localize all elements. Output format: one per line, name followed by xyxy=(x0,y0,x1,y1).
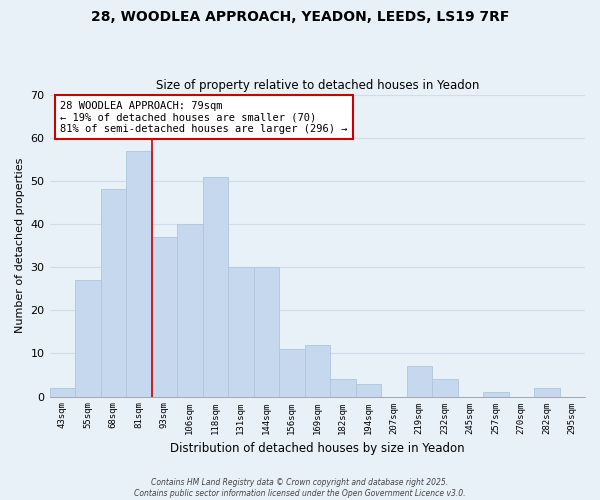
Bar xyxy=(279,349,305,397)
Bar xyxy=(177,224,203,396)
Bar xyxy=(483,392,509,396)
Bar xyxy=(305,345,330,397)
Bar xyxy=(407,366,432,396)
Bar xyxy=(330,380,356,396)
Bar xyxy=(126,150,152,396)
Bar xyxy=(432,380,458,396)
Bar xyxy=(152,237,177,396)
Text: Contains HM Land Registry data © Crown copyright and database right 2025.
Contai: Contains HM Land Registry data © Crown c… xyxy=(134,478,466,498)
Title: Size of property relative to detached houses in Yeadon: Size of property relative to detached ho… xyxy=(155,79,479,92)
Bar xyxy=(101,190,126,396)
Text: 28 WOODLEA APPROACH: 79sqm
← 19% of detached houses are smaller (70)
81% of semi: 28 WOODLEA APPROACH: 79sqm ← 19% of deta… xyxy=(60,100,348,134)
Text: 28, WOODLEA APPROACH, YEADON, LEEDS, LS19 7RF: 28, WOODLEA APPROACH, YEADON, LEEDS, LS1… xyxy=(91,10,509,24)
Bar xyxy=(356,384,381,396)
X-axis label: Distribution of detached houses by size in Yeadon: Distribution of detached houses by size … xyxy=(170,442,464,455)
Bar xyxy=(75,280,101,396)
Bar xyxy=(534,388,560,396)
Bar xyxy=(50,388,75,396)
Bar xyxy=(254,267,279,396)
Bar xyxy=(228,267,254,396)
Bar xyxy=(203,176,228,396)
Y-axis label: Number of detached properties: Number of detached properties xyxy=(15,158,25,333)
